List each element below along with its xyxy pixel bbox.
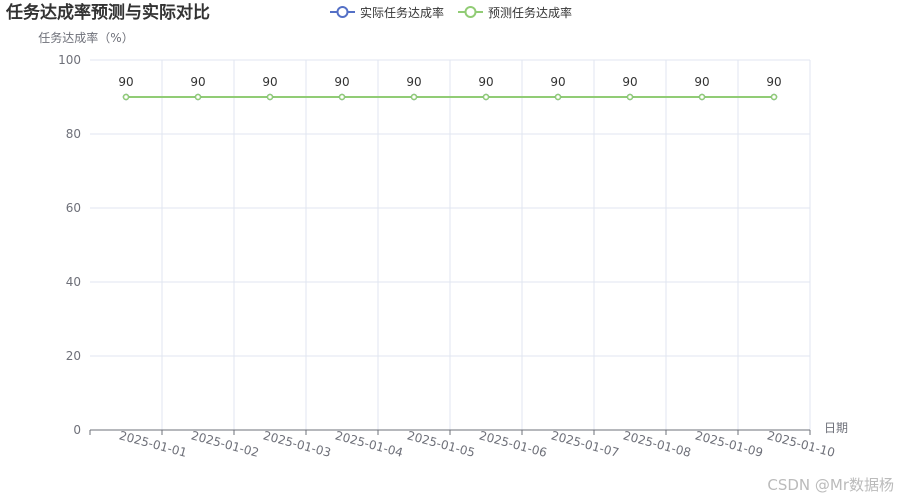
x-tick-label: 2025-01-05 (406, 428, 477, 460)
data-label: 90 (766, 75, 781, 89)
x-tick-label: 2025-01-07 (550, 428, 621, 460)
data-point-forecast (410, 93, 418, 101)
x-tick-label: 2025-01-03 (262, 428, 333, 460)
data-label: 90 (118, 75, 133, 89)
y-tick-label: 0 (73, 423, 81, 437)
chart-legend: 实际任务达成率 预测任务达成率 (330, 4, 586, 20)
data-point-forecast (482, 93, 490, 101)
x-tick-label: 2025-01-08 (622, 428, 693, 460)
legend-line-marker-icon (458, 6, 484, 18)
watermark: CSDN @Mr数据杨 (767, 476, 894, 494)
legend-line-marker-icon (330, 6, 355, 18)
data-point-forecast (770, 93, 778, 101)
data-label: 90 (190, 75, 205, 89)
legend-item-actual[interactable]: 实际任务达成率 (330, 4, 444, 21)
y-tick-label: 40 (66, 275, 81, 289)
data-point-forecast (698, 93, 706, 101)
data-point-forecast (266, 93, 274, 101)
x-tick-label: 2025-01-09 (694, 428, 765, 460)
x-tick-label: 2025-01-02 (190, 428, 261, 460)
x-tick-label: 2025-01-06 (478, 428, 549, 460)
data-label: 90 (694, 75, 709, 89)
data-point-forecast (122, 93, 130, 101)
legend-label-forecast: 预测任务达成率 (488, 5, 573, 20)
data-label: 90 (550, 75, 565, 89)
x-tick-label: 2025-01-01 (118, 428, 189, 460)
data-point-forecast (626, 93, 634, 101)
y-tick-label: 100 (58, 53, 81, 67)
x-axis-title: 日期 (824, 421, 848, 435)
y-axis-title: 任务达成率（%） (38, 30, 133, 45)
data-point-forecast (194, 93, 202, 101)
data-label: 90 (262, 75, 277, 89)
x-tick-label: 2025-01-04 (334, 428, 405, 460)
data-label: 90 (478, 75, 493, 89)
y-tick-label: 20 (66, 349, 81, 363)
data-point-forecast (338, 93, 346, 101)
y-tick-label: 80 (66, 127, 81, 141)
y-tick-label: 60 (66, 201, 81, 215)
data-label: 90 (406, 75, 421, 89)
data-label: 90 (622, 75, 637, 89)
legend-label-actual: 实际任务达成率 (360, 5, 445, 20)
chart-title: 任务达成率预测与实际对比 (6, 3, 210, 23)
data-point-forecast (554, 93, 562, 101)
legend-item-forecast[interactable]: 预测任务达成率 (458, 4, 572, 21)
data-label: 90 (334, 75, 349, 89)
